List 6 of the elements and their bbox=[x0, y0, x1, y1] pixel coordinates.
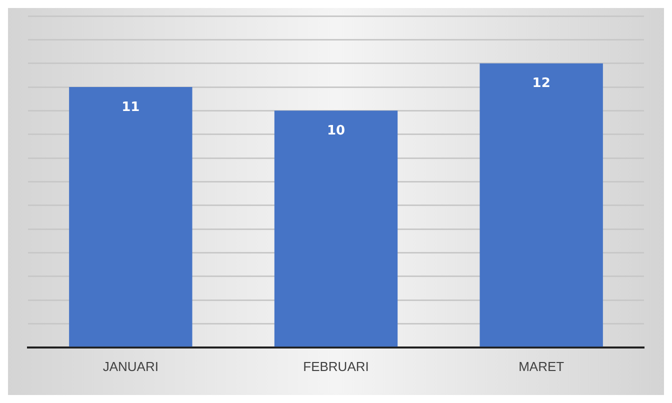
x-tick-label: FEBRUARI bbox=[303, 358, 369, 374]
data-label: 10 bbox=[326, 124, 346, 139]
x-tick-label: JANUARI bbox=[102, 358, 158, 374]
x-tick-label: MARET bbox=[518, 358, 564, 374]
data-label: 11 bbox=[122, 100, 140, 115]
data-label: 12 bbox=[532, 76, 550, 92]
